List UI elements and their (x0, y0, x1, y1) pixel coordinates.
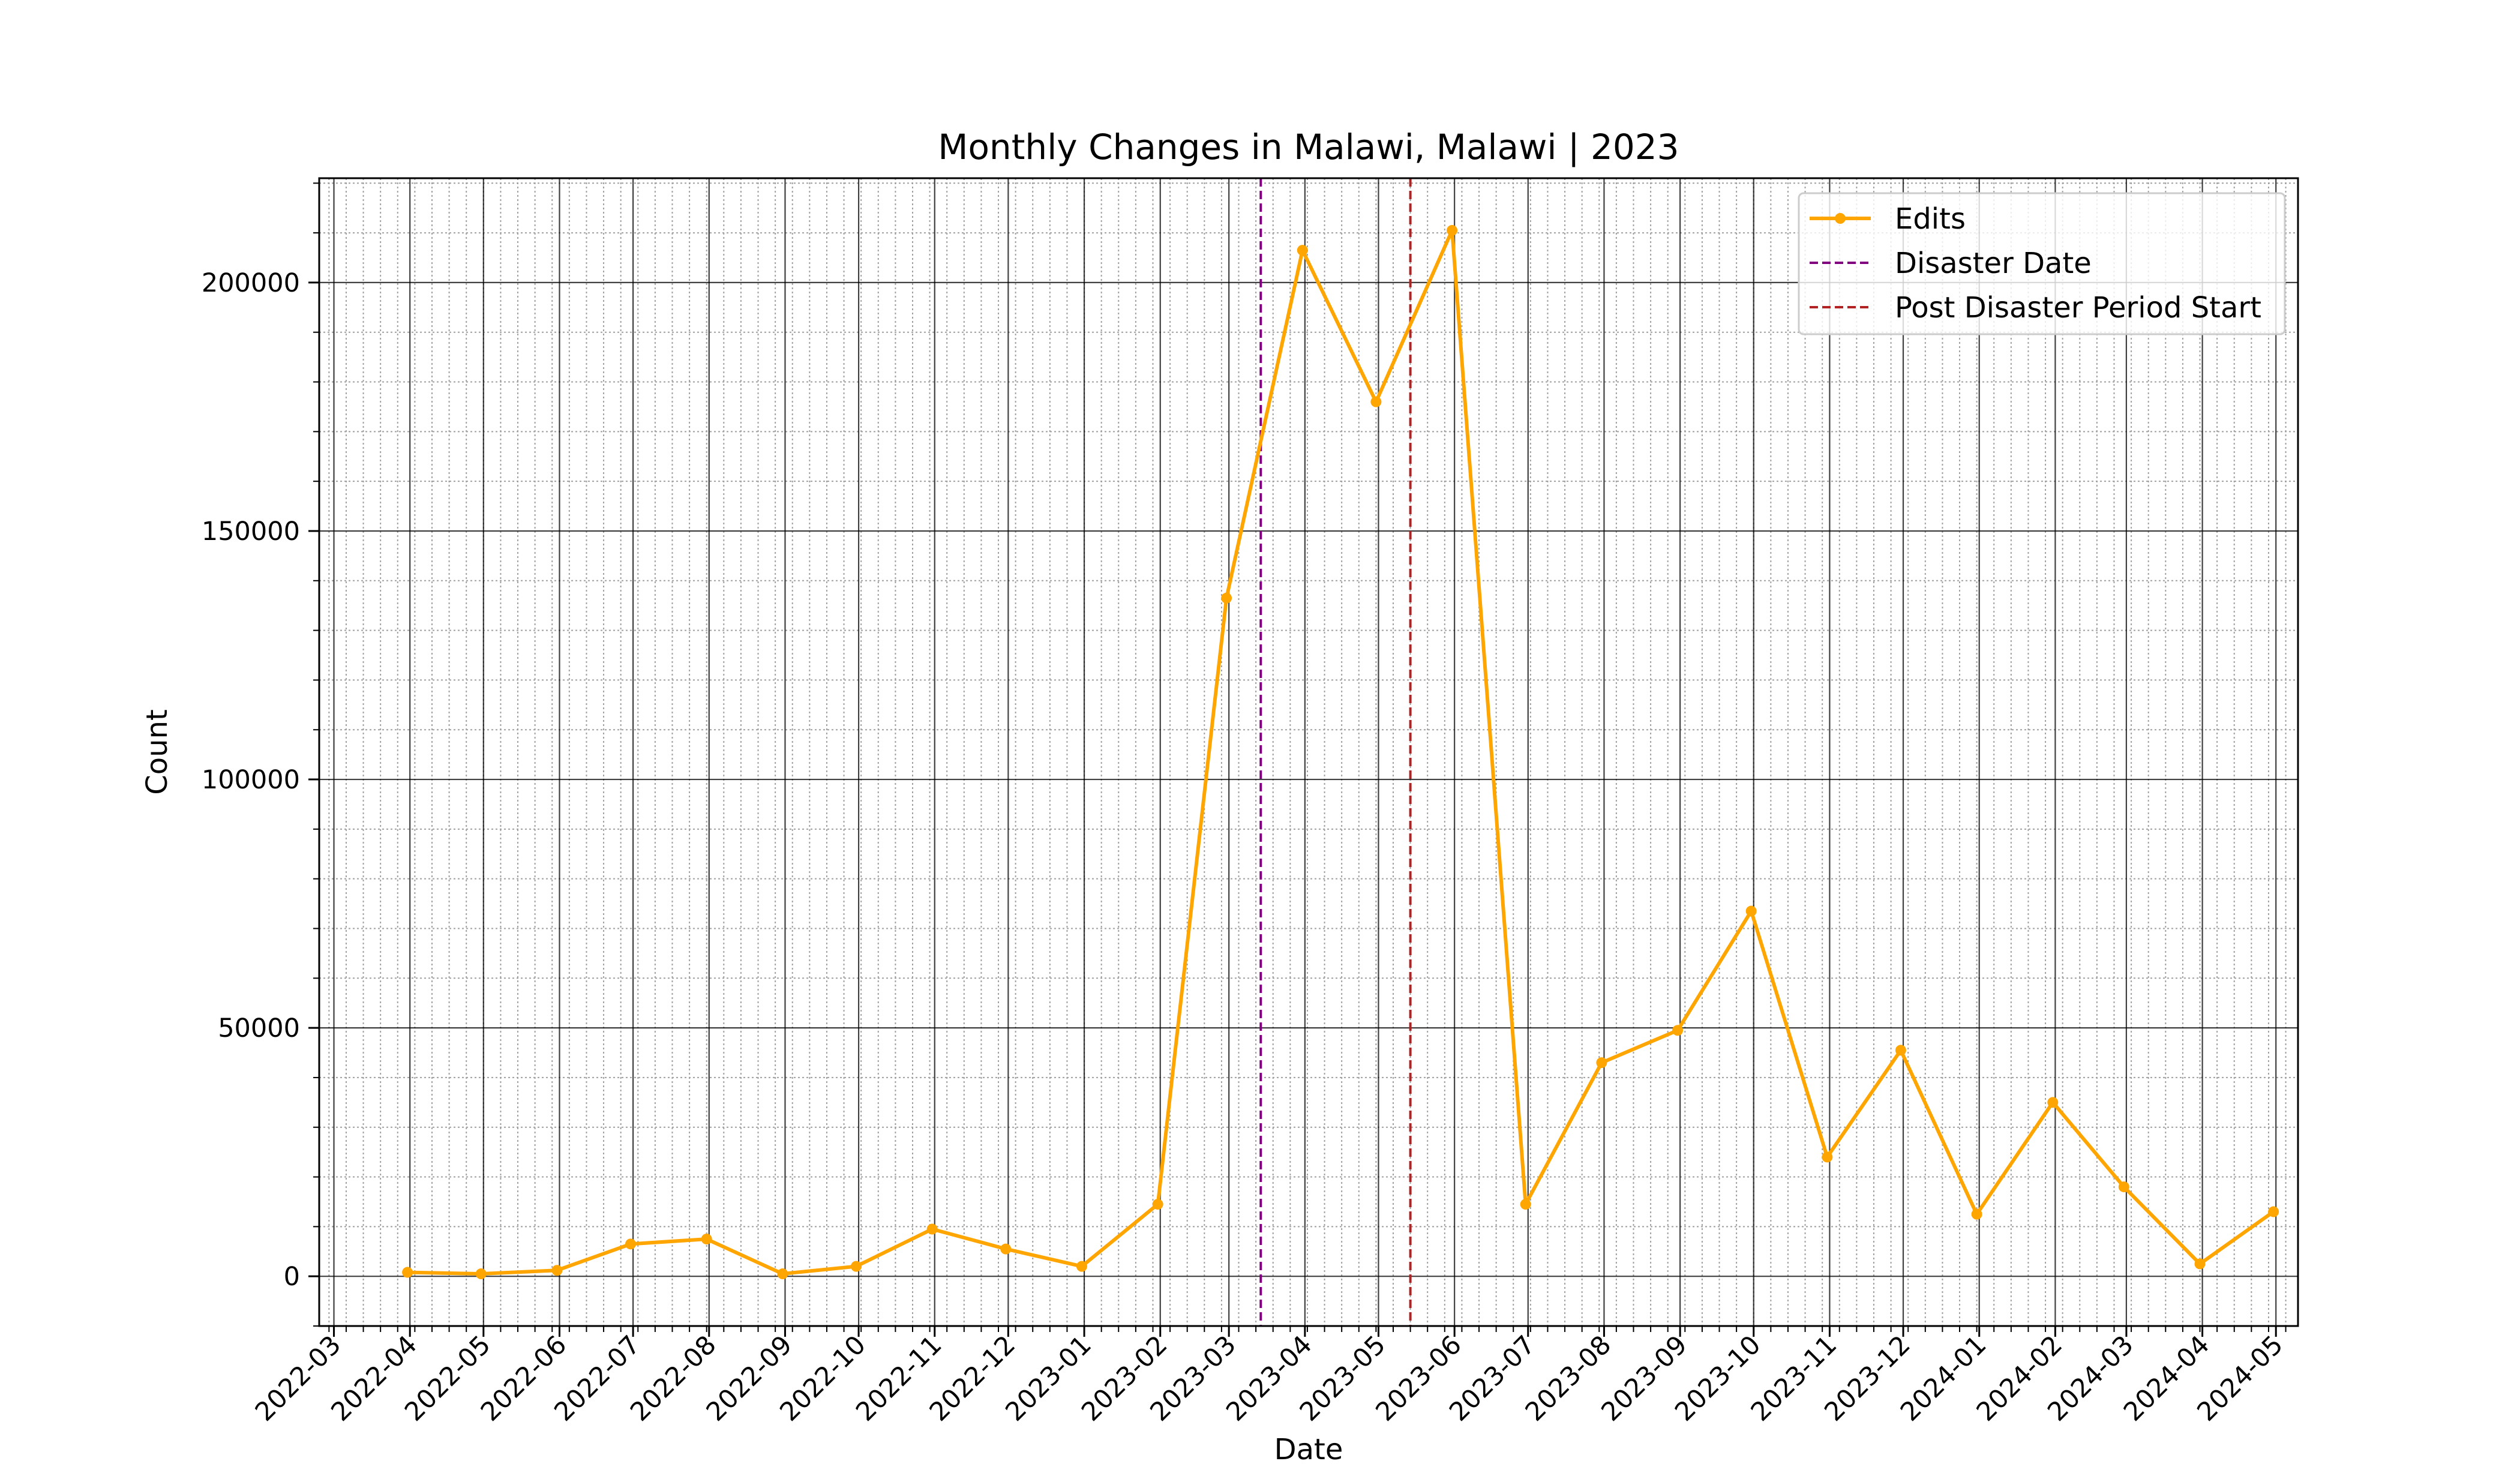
data-point (2047, 1097, 2059, 1108)
data-point (1076, 1261, 1087, 1272)
data-point (625, 1238, 637, 1250)
data-point (850, 1261, 862, 1272)
data-point (701, 1234, 712, 1245)
legend-box (1798, 192, 2286, 335)
legend-label-edits: Edits (1895, 202, 1966, 236)
axes-frame (318, 177, 2299, 1327)
data-point (1152, 1199, 1163, 1210)
data-point (1221, 592, 1232, 604)
data-point (1971, 1208, 1982, 1220)
data-point (777, 1268, 788, 1280)
data-point (402, 1267, 413, 1278)
x-tick-labels: 2022-032022-042022-052022-062022-072022-… (250, 1330, 2289, 1427)
data-point (2268, 1206, 2279, 1217)
legend-marker-edits (1835, 213, 1846, 224)
minor-gridlines (319, 178, 2298, 1327)
data-point (1000, 1243, 1012, 1255)
data-point (1297, 245, 1308, 256)
y-tick-labels: 0 50000 100000 150000 200000 (202, 268, 300, 1292)
y-tick-label: 150000 (202, 517, 300, 547)
legend: Edits Disaster Date Post Disaster Period… (1798, 192, 2286, 335)
data-point (926, 1223, 938, 1235)
data-point (475, 1268, 487, 1280)
data-point (1370, 396, 1382, 407)
legend-label-post-disaster-period-start: Post Disaster Period Start (1895, 291, 2261, 325)
y-tick-label: 0 (284, 1262, 300, 1292)
y-tick-label: 200000 (202, 268, 300, 298)
data-point (1745, 905, 1757, 917)
data-point (1822, 1151, 1833, 1163)
data-point (2194, 1258, 2206, 1270)
series-line-edits (407, 229, 2275, 1276)
axis-ticks (308, 182, 2287, 1337)
y-tick-label: 100000 (202, 765, 300, 795)
data-point (1672, 1025, 1684, 1036)
data-point (1596, 1057, 1607, 1069)
data-point (2118, 1181, 2129, 1193)
data-point (551, 1265, 563, 1276)
y-axis-label: Count (140, 709, 174, 795)
legend-label-disaster-date: Disaster Date (1895, 247, 2092, 280)
chart-title: Monthly Changes in Malawi, Malawi | 2023 (938, 127, 1679, 167)
major-gridlines (319, 178, 2298, 1326)
series-layer (402, 224, 2279, 1280)
y-tick-label: 50000 (218, 1013, 300, 1043)
data-point (1520, 1199, 1531, 1210)
data-point (1447, 224, 1458, 236)
data-point (1895, 1045, 1906, 1056)
x-axis-label: Date (1274, 1433, 1343, 1466)
reference-lines (1259, 178, 1412, 1326)
